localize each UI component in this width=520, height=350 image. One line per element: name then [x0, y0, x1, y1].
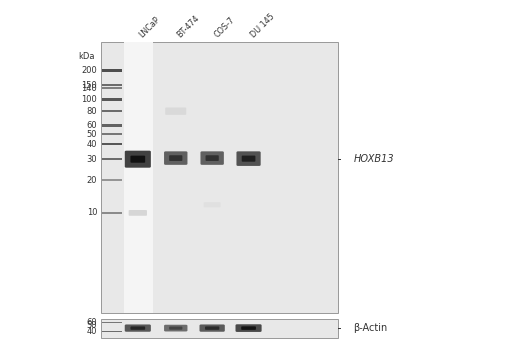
FancyBboxPatch shape: [164, 151, 187, 165]
FancyBboxPatch shape: [237, 151, 261, 166]
Bar: [102, 322, 122, 323]
FancyBboxPatch shape: [131, 327, 145, 330]
Text: kDa: kDa: [79, 51, 95, 61]
Text: HOXB13: HOXB13: [354, 154, 394, 164]
Text: 20: 20: [87, 176, 97, 185]
Text: DU 145: DU 145: [249, 12, 276, 39]
FancyBboxPatch shape: [125, 150, 151, 168]
Bar: [102, 331, 122, 332]
FancyBboxPatch shape: [242, 155, 255, 162]
Bar: [102, 84, 122, 86]
FancyBboxPatch shape: [201, 151, 224, 165]
Text: 40: 40: [87, 327, 97, 336]
Text: COS-7: COS-7: [212, 15, 236, 39]
Bar: [102, 158, 122, 160]
FancyBboxPatch shape: [165, 107, 186, 115]
FancyBboxPatch shape: [128, 210, 147, 216]
Text: 150: 150: [82, 81, 97, 90]
Text: 50: 50: [87, 321, 97, 330]
Text: 80: 80: [87, 107, 97, 116]
FancyBboxPatch shape: [169, 327, 183, 330]
FancyBboxPatch shape: [200, 324, 225, 332]
Text: 10: 10: [87, 208, 97, 217]
Bar: [102, 180, 122, 181]
Text: BT-474: BT-474: [176, 13, 202, 39]
FancyBboxPatch shape: [241, 326, 256, 330]
Bar: [101, 319, 338, 338]
Text: β-Actin: β-Actin: [354, 323, 388, 333]
FancyBboxPatch shape: [205, 155, 219, 161]
Text: 200: 200: [82, 66, 97, 75]
FancyBboxPatch shape: [131, 156, 145, 163]
Bar: [102, 110, 122, 112]
Bar: [102, 87, 122, 89]
Bar: [102, 124, 122, 127]
FancyBboxPatch shape: [169, 155, 183, 161]
Text: 30: 30: [87, 155, 97, 164]
Bar: [102, 98, 122, 101]
Text: 50: 50: [87, 130, 97, 139]
Bar: [102, 143, 122, 146]
Text: 40: 40: [87, 140, 97, 149]
Bar: [102, 69, 122, 72]
Text: LNCaP: LNCaP: [138, 15, 162, 39]
FancyBboxPatch shape: [164, 325, 187, 331]
FancyBboxPatch shape: [236, 324, 262, 332]
Bar: [101, 42, 338, 313]
FancyBboxPatch shape: [205, 327, 219, 330]
Text: 60: 60: [87, 318, 97, 327]
FancyBboxPatch shape: [125, 324, 151, 332]
FancyBboxPatch shape: [204, 202, 220, 207]
Text: 140: 140: [82, 84, 97, 93]
Text: 60: 60: [87, 121, 97, 130]
Bar: [102, 212, 122, 214]
Text: 100: 100: [82, 95, 97, 104]
Bar: [102, 133, 122, 135]
Bar: [124, 42, 153, 313]
